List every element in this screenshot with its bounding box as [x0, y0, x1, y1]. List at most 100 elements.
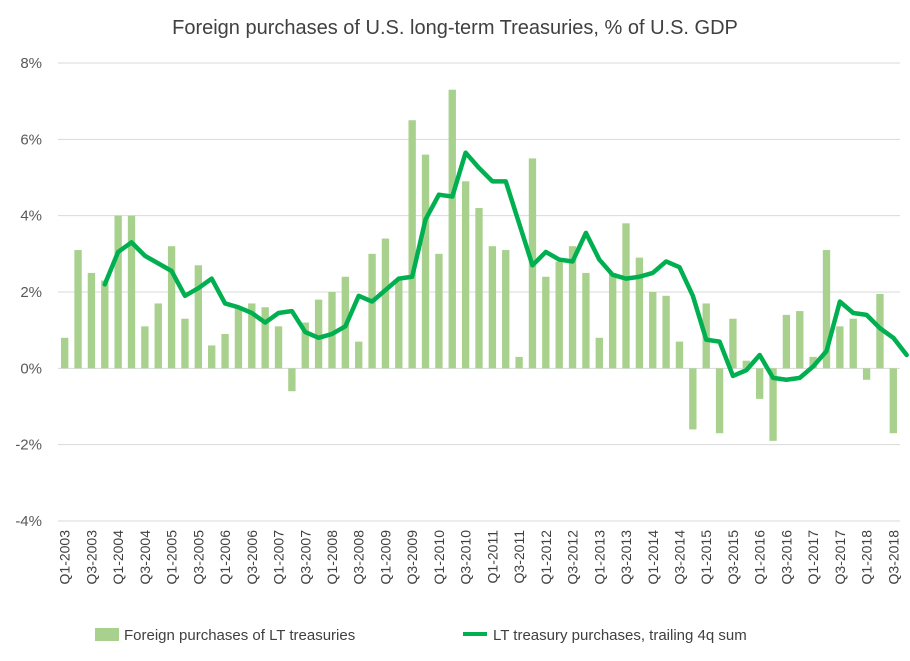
- bar: [221, 333, 229, 369]
- x-tick-label: Q1-2017: [805, 530, 821, 585]
- bar: [822, 250, 831, 369]
- x-tick-label: Q1-2003: [57, 530, 73, 585]
- x-tick-label: Q1-2016: [752, 530, 768, 585]
- bar: [368, 253, 376, 369]
- bar: [234, 307, 243, 369]
- bar: [114, 215, 122, 369]
- bar: [729, 318, 737, 369]
- x-tick-label: Q3-2013: [618, 530, 634, 585]
- x-tick-label: Q3-2011: [511, 530, 527, 584]
- bar: [355, 341, 363, 369]
- bar: [261, 307, 269, 369]
- x-tick-label: Q3-2018: [885, 530, 901, 585]
- bar: [301, 322, 309, 369]
- bar: [314, 299, 323, 369]
- bar: [582, 272, 590, 369]
- bar: [662, 295, 670, 369]
- bar: [862, 368, 871, 380]
- x-tick-label: Q3-2007: [297, 530, 313, 585]
- bar: [74, 250, 82, 369]
- bar: [395, 280, 403, 369]
- bar: [782, 314, 791, 369]
- bar: [742, 360, 750, 369]
- x-tick-label: Q3-2012: [565, 530, 581, 585]
- chart-title: Foreign purchases of U.S. long-term Trea…: [172, 17, 738, 39]
- bar: [502, 250, 510, 369]
- legend-line-label: LT treasury purchases, trailing 4q sum: [493, 627, 747, 644]
- y-tick-label: 6%: [20, 131, 42, 148]
- bar: [475, 208, 483, 369]
- legend: Foreign purchases of LT treasuries LT tr…: [95, 627, 747, 644]
- x-tick-label: Q3-2006: [244, 530, 260, 585]
- bar: [555, 261, 563, 369]
- bar: [608, 272, 617, 369]
- y-tick-label: -2%: [15, 437, 42, 454]
- y-tick-label: 4%: [20, 208, 42, 225]
- bar: [809, 356, 817, 369]
- bar: [154, 303, 162, 369]
- bar: [488, 246, 497, 369]
- bar: [461, 181, 470, 369]
- bar: [889, 368, 897, 434]
- x-tick-label: Q3-2008: [351, 530, 367, 585]
- bar: [248, 303, 256, 369]
- x-tick-label: Q1-2008: [324, 530, 340, 585]
- legend-bar-label: Foreign purchases of LT treasuries: [124, 627, 355, 644]
- x-tick-label: Q1-2013: [591, 530, 607, 585]
- x-tick-label: Q1-2010: [431, 530, 447, 585]
- x-tick-label: Q1-2009: [377, 530, 393, 585]
- bar: [635, 257, 644, 369]
- bar: [288, 368, 296, 392]
- bar: [328, 292, 336, 369]
- bar: [61, 337, 69, 369]
- x-tick-label: Q3-2004: [137, 530, 153, 585]
- bar: [876, 293, 884, 369]
- bar: [622, 223, 630, 369]
- bar: [208, 345, 216, 369]
- x-tick-label: Q1-2005: [164, 530, 180, 585]
- y-tick-label: -4%: [15, 513, 42, 530]
- x-tick-label: Q1-2018: [859, 530, 875, 585]
- legend-bar-swatch: [95, 628, 119, 641]
- bar: [836, 326, 844, 369]
- x-tick-label: Q3-2015: [725, 530, 741, 585]
- bar: [101, 280, 109, 369]
- bar: [595, 337, 603, 369]
- bar: [274, 326, 283, 369]
- x-tick-label: Q3-2017: [832, 530, 848, 585]
- bar: [715, 368, 724, 434]
- bar: [796, 311, 804, 369]
- x-tick-label: Q1-2007: [271, 530, 287, 585]
- bar: [435, 253, 443, 369]
- bar: [649, 292, 657, 369]
- bar: [675, 341, 684, 369]
- bar-series: [61, 89, 897, 441]
- bar: [421, 154, 430, 369]
- bar: [769, 368, 777, 441]
- bar: [194, 265, 203, 369]
- x-tick-label: Q1-2004: [110, 530, 126, 585]
- x-tick-label: Q3-2009: [404, 530, 420, 585]
- bar: [381, 238, 390, 369]
- bar: [127, 215, 136, 369]
- y-tick-label: 8%: [20, 55, 42, 72]
- trailing-4q-line: [102, 150, 909, 383]
- bar: [141, 326, 149, 369]
- y-axis: 8% 6% 4% 2% 0% -2% -4%: [15, 55, 42, 530]
- x-tick-label: Q3-2014: [671, 530, 687, 585]
- line-series: [102, 150, 909, 383]
- y-tick-label: 0%: [20, 360, 42, 377]
- bar: [408, 120, 416, 369]
- x-axis: Q1-2003 Q3-2003 Q1-2004 Q3-2004 Q1-2005 Q3-20…: [57, 530, 902, 585]
- x-tick-label: Q1-2012: [538, 530, 554, 585]
- bar: [87, 272, 96, 369]
- x-tick-label: Q3-2016: [778, 530, 794, 585]
- x-tick-label: Q1-2015: [698, 530, 714, 585]
- bar: [689, 368, 697, 430]
- x-tick-label: Q3-2003: [83, 530, 99, 585]
- bar: [849, 318, 857, 369]
- bar: [167, 246, 176, 369]
- x-tick-label: Q3-2005: [190, 530, 206, 585]
- bar: [448, 89, 456, 369]
